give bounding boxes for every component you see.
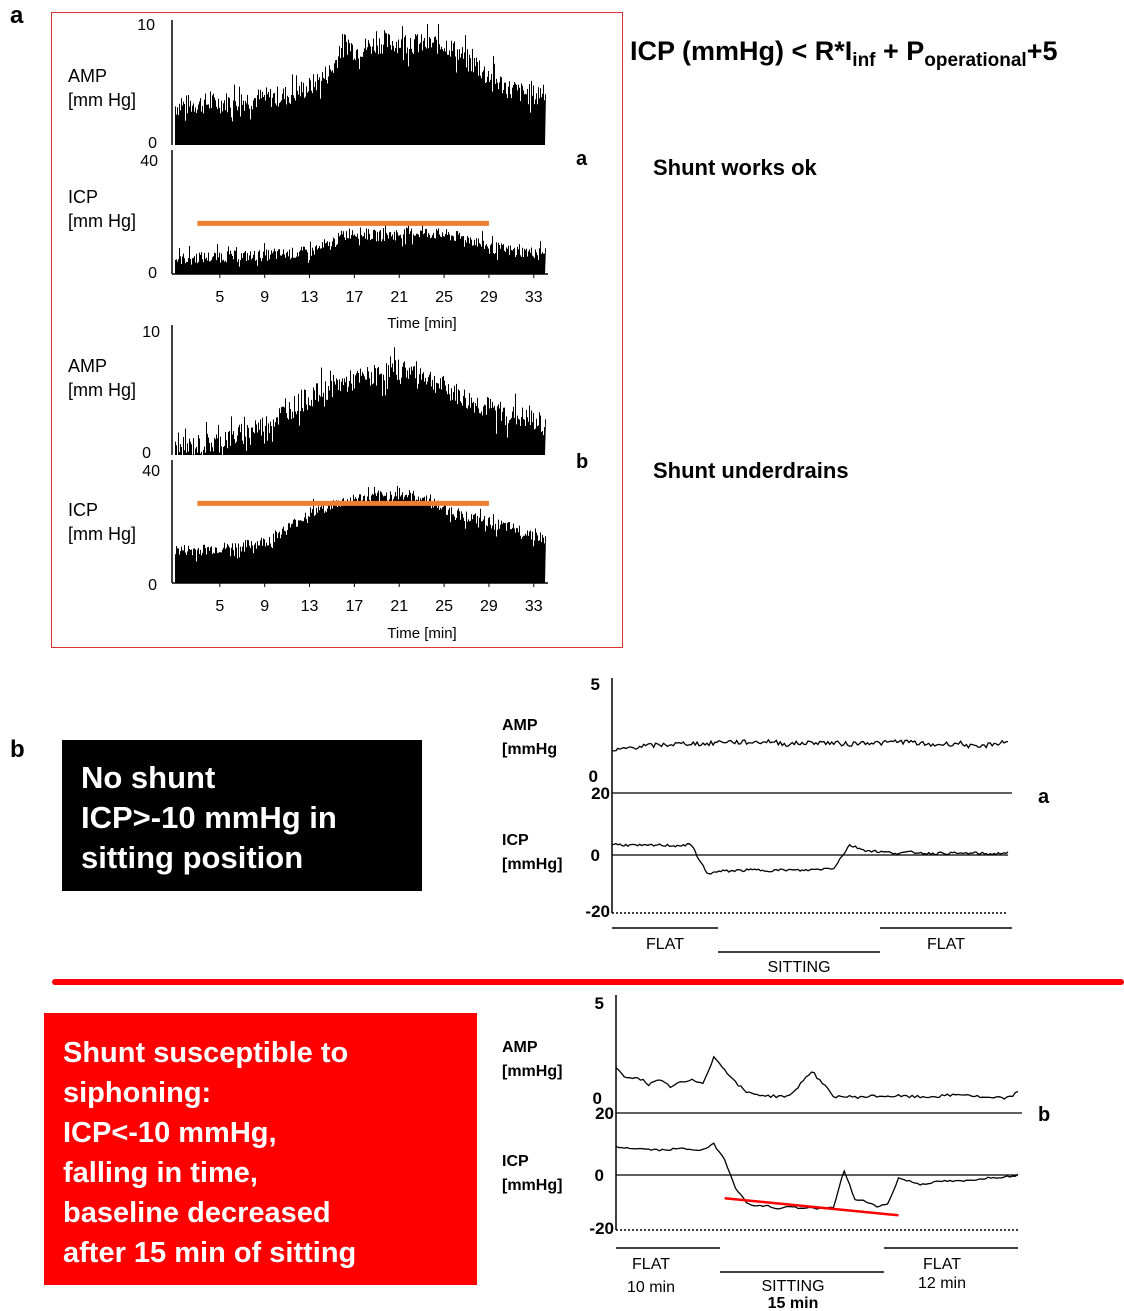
chart-a-x-tick-label: 9 [260, 289, 269, 306]
no-shunt-line-3: sitting position [81, 840, 304, 875]
chart-a-x-tick-label: 13 [301, 289, 319, 306]
formula-sub-operational: operational [924, 50, 1027, 71]
pb-chart-b-icp-trace [615, 1142, 1019, 1210]
pb-b-trend-line [724, 1197, 899, 1217]
amp-b-label-2: [mm Hg] [68, 380, 136, 400]
pb-chart-a-amp-tick-0: 0 [589, 767, 598, 786]
siphoning-line-1: Shunt susceptible to [63, 1037, 349, 1069]
icp-b-label-2: [mm Hg] [68, 524, 136, 544]
pb-chart-a-amp-tick-5: 5 [591, 675, 600, 694]
chart-a-x-tick-label: 29 [480, 289, 498, 306]
amp-b-tick-10: 10 [142, 324, 160, 341]
siphoning-line-2: siphoning: [63, 1077, 212, 1109]
pb-a-phase-label-2: SITTING [767, 959, 830, 976]
chart-a-x-tick-label: 33 [525, 289, 543, 306]
formula-mid: + P [875, 36, 925, 66]
chart-a-x-axis-label: Time [min] [387, 315, 456, 332]
chart-a-x-tick-label: 21 [390, 289, 408, 306]
chart-b-x-tick-label: 33 [525, 598, 543, 615]
pb-a-phase-label-1: FLAT [646, 936, 684, 953]
pb-a-phase-label-3: FLAT [927, 936, 965, 953]
pb-chart-a-icp-tick-0: 0 [591, 846, 600, 865]
pb-chart-a-icp-tick-minus20: -20 [585, 902, 610, 921]
pb-b-phase-label-flat-1: FLAT [632, 1256, 670, 1273]
icp-a-tick-40: 40 [140, 153, 158, 170]
section-divider [52, 979, 1124, 985]
chart-b-x-tick-label: 9 [260, 598, 269, 615]
siphoning-box: Shunt susceptible to siphoning: ICP<-10 … [44, 1013, 477, 1285]
chart-b-x-tick-label: 13 [301, 598, 319, 615]
panel-b-sub-a: a [1038, 786, 1050, 808]
no-shunt-line-1: No shunt [81, 760, 216, 795]
panel-a-letter: a [10, 2, 24, 29]
panel-a-sub-b: b [576, 451, 589, 473]
pb-chart-a-icp-label-1: ICP [502, 832, 529, 849]
panel-b-letter: b [10, 736, 25, 763]
pb-chart-b-amp-tick-0: 0 [593, 1089, 602, 1108]
amp-b-label-1: AMP [68, 356, 107, 376]
caption-shunt-underdrains: Shunt underdrains [653, 458, 849, 483]
icp-b-label-1: ICP [68, 500, 98, 520]
pb-chart-a-amp-trace [611, 738, 1009, 752]
pb-chart-b-amp-tick-5: 5 [595, 994, 604, 1013]
panel-a-frame [51, 12, 623, 648]
amp-a-tick-10: 10 [137, 17, 155, 34]
formula-sub-inf: inf [852, 50, 876, 71]
chart-a-x-tick-label: 17 [345, 289, 363, 306]
pb-b-phase-duration-3: 12 min [918, 1275, 966, 1292]
pb-chart-b-icp-label-2: [mmHg] [502, 1177, 562, 1194]
pb-b-phase-label-sitting: SITTING [761, 1278, 824, 1295]
pb-chart-a-amp-label-2: [mmHg [502, 741, 557, 758]
pb-chart-a-icp-tick-20: 20 [591, 784, 610, 803]
icp-a-tick-0: 0 [148, 265, 157, 282]
amp-histogram-a [175, 24, 546, 145]
formula-end: +5 [1026, 36, 1058, 66]
pb-chart-a-icp-trace [611, 842, 1009, 875]
no-shunt-box: No shunt ICP>-10 mmHg in sitting positio… [62, 740, 422, 891]
amp-histogram-b [175, 347, 546, 455]
chart-b-x-tick-label: 29 [480, 598, 498, 615]
pb-chart-b-icp-tick-minus20: -20 [589, 1219, 614, 1238]
pb-chart-b-amp-label-1: AMP [502, 1039, 538, 1056]
chart-b-x-tick-label: 25 [435, 598, 453, 615]
amp-a-label-2: [mm Hg] [68, 90, 136, 110]
siphoning-line-4: falling in time, [63, 1157, 258, 1189]
panel-b-sub-b: b [1038, 1104, 1051, 1126]
pb-b-phase-duration-1: 10 min [627, 1279, 675, 1296]
icp-histogram-b [175, 485, 546, 583]
pb-chart-a-amp-label-1: AMP [502, 717, 538, 734]
siphoning-line-6: after 15 min of sitting [63, 1237, 357, 1269]
pb-chart-a-icp-label-2: [mmHg] [502, 856, 562, 873]
formula-main: ICP (mmHg) < R*I [630, 36, 853, 66]
siphoning-line-5: baseline decreased [63, 1197, 331, 1229]
formula: ICP (mmHg) < R*Iinf + Poperational+5 [630, 36, 1058, 72]
chart-b-x-tick-label: 5 [215, 598, 224, 615]
chart-b-x-tick-label: 17 [345, 598, 363, 615]
icp-b-tick-0: 0 [148, 577, 157, 594]
pb-chart-b-amp-label-2: [mmHg] [502, 1063, 562, 1080]
pb-chart-b-amp-trace [615, 1055, 1019, 1100]
pb-chart-b-icp-tick-20: 20 [595, 1104, 614, 1123]
chart-a-x-tick-label: 5 [215, 289, 224, 306]
chart-a-x-tick-label: 25 [435, 289, 453, 306]
pb-b-phase-duration-2: 15 min [768, 1295, 819, 1311]
amp-a-tick-0: 0 [148, 135, 157, 152]
pb-chart-b-icp-tick-0: 0 [595, 1166, 604, 1185]
panel-a-sub-a: a [576, 148, 588, 170]
icp-a-label-2: [mm Hg] [68, 211, 136, 231]
caption-shunt-ok: Shunt works ok [653, 155, 817, 180]
amp-a-label-1: AMP [68, 66, 107, 86]
icp-b-tick-40: 40 [142, 463, 160, 480]
chart-b-x-axis-label: Time [min] [387, 625, 456, 642]
no-shunt-line-2: ICP>-10 mmHg in [81, 800, 337, 835]
icp-a-label-1: ICP [68, 187, 98, 207]
amp-b-tick-0: 0 [142, 445, 151, 462]
pb-b-phase-label-flat-2: FLAT [923, 1256, 961, 1273]
pb-chart-b-icp-label-1: ICP [502, 1153, 529, 1170]
chart-b-x-tick-label: 21 [390, 598, 408, 615]
siphoning-line-3: ICP<-10 mmHg, [63, 1117, 277, 1149]
icp-histogram-a [175, 221, 546, 274]
